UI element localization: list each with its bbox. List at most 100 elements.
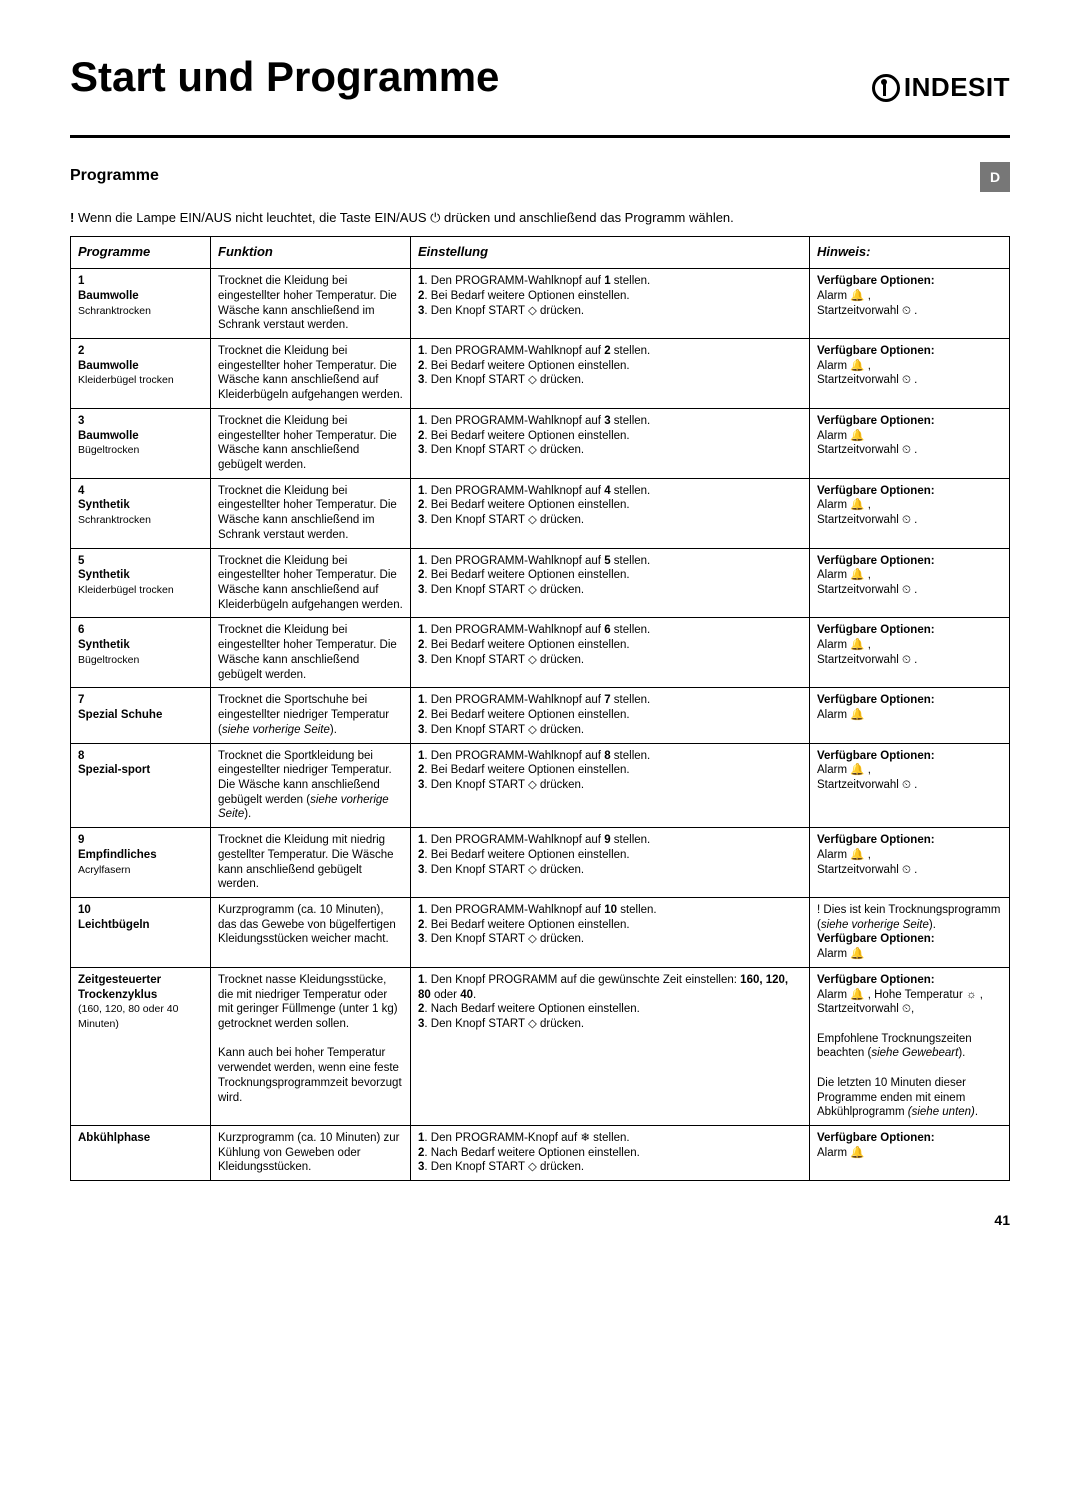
prog-name: Synthetik: [78, 569, 130, 581]
prog-sub: Kleiderbügel trocken: [78, 584, 174, 596]
cell-einstellung: 1. Den PROGRAMM-Wahlknopf auf 8 stellen.…: [411, 743, 810, 828]
cell-programme: 5Synthetik Kleiderbügel trocken: [71, 548, 211, 618]
prog-name: Empfindliches: [78, 849, 157, 861]
prog-number: 1: [78, 274, 203, 289]
prog-number: 4: [78, 484, 203, 499]
col-hinweis: Hinweis:: [810, 237, 1010, 269]
prog-number: 6: [78, 623, 203, 638]
table-row: Zeitgesteuerter Trockenzyklus(160, 120, …: [71, 967, 1010, 1125]
prog-sub: Bügeltrocken: [78, 654, 139, 666]
prog-name: Spezial Schuhe: [78, 709, 162, 721]
cell-hinweis: ! Dies ist kein Trocknungsprogramm (sieh…: [810, 897, 1010, 967]
prog-sub: Bügeltrocken: [78, 444, 139, 456]
cell-einstellung: 1. Den PROGRAMM-Knopf auf ❄ stellen.2. N…: [411, 1126, 810, 1181]
cell-hinweis: Verfügbare Optionen:Alarm 🔔 ,Startzeitvo…: [810, 743, 1010, 828]
cell-funktion: Trocknet die Kleidung bei eingestellter …: [211, 269, 411, 339]
cell-hinweis: Verfügbare Optionen:Alarm 🔔Startzeitvorw…: [810, 408, 1010, 478]
cell-programme: 9Empfindliches Acrylfasern: [71, 828, 211, 898]
table-header-row: Programme Funktion Einstellung Hinweis:: [71, 237, 1010, 269]
table-row: AbkühlphaseKurzprogramm (ca. 10 Minuten)…: [71, 1126, 1010, 1181]
prog-name: Baumwolle: [78, 290, 139, 302]
table-row: 4SynthetikSchranktrockenTrocknet die Kle…: [71, 478, 1010, 548]
intro-text: ! Wenn die Lampe EIN/AUS nicht leuchtet,…: [70, 210, 1010, 227]
prog-name: Synthetik: [78, 499, 130, 511]
cell-einstellung: 1. Den PROGRAMM-Wahlknopf auf 1 stellen.…: [411, 269, 810, 339]
cell-einstellung: 1. Den PROGRAMM-Wahlknopf auf 6 stellen.…: [411, 618, 810, 688]
cell-einstellung: 1. Den PROGRAMM-Wahlknopf auf 5 stellen.…: [411, 548, 810, 618]
prog-sub: Kleiderbügel trocken: [78, 374, 174, 386]
prog-name: Abkühlphase: [78, 1132, 150, 1144]
prog-sub: Schranktrocken: [78, 305, 151, 317]
cell-funktion: Trocknet die Kleidung mit niedrig gestel…: [211, 828, 411, 898]
cell-programme: 2Baumwolle Kleiderbügel trocken: [71, 338, 211, 408]
prog-number: 2: [78, 344, 203, 359]
prog-number: 3: [78, 414, 203, 429]
cell-einstellung: 1. Den PROGRAMM-Wahlknopf auf 4 stellen.…: [411, 478, 810, 548]
cell-hinweis: Verfügbare Optionen:Alarm 🔔: [810, 688, 1010, 743]
cell-funktion: Trocknet die Kleidung bei eingestellter …: [211, 548, 411, 618]
table-row: 8Spezial-sportTrocknet die Sportkleidung…: [71, 743, 1010, 828]
cell-programme: 10Leichtbügeln: [71, 897, 211, 967]
table-row: 3Baumwolle Bügeltrocken Trocknet die Kleid…: [71, 408, 1010, 478]
table-row: 10LeichtbügelnKurzprogramm (ca. 10 Minut…: [71, 897, 1010, 967]
cell-hinweis: Verfügbare Optionen:Alarm 🔔 ,Startzeitvo…: [810, 269, 1010, 339]
horizontal-rule: [70, 135, 1010, 138]
cell-einstellung: 1. Den PROGRAMM-Wahlknopf auf 2 stellen.…: [411, 338, 810, 408]
cell-programme: 1Baumwolle Schranktrocken: [71, 269, 211, 339]
cell-programme: Abkühlphase: [71, 1126, 211, 1181]
table-row: 6Synthetik Bügeltrocken Trocknet die Kleid…: [71, 618, 1010, 688]
page-number: 41: [70, 1211, 1010, 1229]
cell-programme: 4Synthetik Schranktrocken: [71, 478, 211, 548]
cell-programme: 8Spezial-sport: [71, 743, 211, 828]
intro-body: Wenn die Lampe EIN/AUS nicht leuchtet, d…: [78, 210, 734, 225]
cell-einstellung: 1. Den Knopf PROGRAMM auf die gewünschte…: [411, 967, 810, 1125]
page-title: Start und Programme: [70, 50, 499, 105]
prog-sub: (160, 120, 80 oder 40 Minuten): [78, 1003, 178, 1030]
prog-number: 7: [78, 693, 203, 708]
cell-hinweis: Verfügbare Optionen:Alarm 🔔 ,Startzeitvo…: [810, 828, 1010, 898]
prog-name: Baumwolle: [78, 430, 139, 442]
prog-number: 8: [78, 749, 203, 764]
intro-bang: !: [70, 210, 74, 225]
cell-einstellung: 1. Den PROGRAMM-Wahlknopf auf 9 stellen.…: [411, 828, 810, 898]
prog-name: Synthetik: [78, 639, 130, 651]
programme-table: Programme Funktion Einstellung Hinweis: …: [70, 236, 1010, 1181]
table-row: 5Synthetik Kleiderbügel trocken Trocknet d…: [71, 548, 1010, 618]
language-badge: D: [980, 162, 1010, 192]
cell-hinweis: Verfügbare Optionen:Alarm 🔔 ,Startzeitvo…: [810, 548, 1010, 618]
prog-name: Leichtbügeln: [78, 919, 150, 931]
col-funktion: Funktion: [211, 237, 411, 269]
cell-einstellung: 1. Den PROGRAMM-Wahlknopf auf 3 stellen.…: [411, 408, 810, 478]
cell-hinweis: Verfügbare Optionen:Alarm 🔔 , Hohe Tempe…: [810, 967, 1010, 1125]
cell-hinweis: Verfügbare Optionen:Alarm 🔔 ,Startzeitvo…: [810, 338, 1010, 408]
cell-programme: 6Synthetik Bügeltrocken: [71, 618, 211, 688]
prog-number: 10: [78, 903, 203, 918]
prog-sub: Acrylfasern: [78, 864, 131, 876]
cell-programme: Zeitgesteuerter Trockenzyklus(160, 120, …: [71, 967, 211, 1125]
cell-hinweis: Verfügbare Optionen:Alarm 🔔 ,Startzeitvo…: [810, 618, 1010, 688]
cell-funktion: Trocknet die Kleidung bei eingestellter …: [211, 408, 411, 478]
cell-funktion: Trocknet die Sportkleidung bei eingestel…: [211, 743, 411, 828]
col-programme: Programme: [71, 237, 211, 269]
cell-einstellung: 1. Den PROGRAMM-Wahlknopf auf 10 stellen…: [411, 897, 810, 967]
cell-programme: 3Baumwolle Bügeltrocken: [71, 408, 211, 478]
cell-einstellung: 1. Den PROGRAMM-Wahlknopf auf 7 stellen.…: [411, 688, 810, 743]
cell-funktion: Trocknet die Sportschuhe bei eingestellt…: [211, 688, 411, 743]
cell-funktion: Trocknet nasse Kleidungsstücke, die mit …: [211, 967, 411, 1125]
table-row: 9Empfindliches Acrylfasern Trocknet die Kl…: [71, 828, 1010, 898]
prog-sub: Schranktrocken: [78, 514, 151, 526]
prog-name: Spezial-sport: [78, 764, 150, 776]
cell-funktion: Trocknet die Kleidung bei eingestellter …: [211, 338, 411, 408]
cell-funktion: Trocknet die Kleidung bei eingestellter …: [211, 618, 411, 688]
prog-name: Zeitgesteuerter Trockenzyklus: [78, 974, 161, 1001]
col-einstellung: Einstellung: [411, 237, 810, 269]
prog-name: Baumwolle: [78, 360, 139, 372]
cell-hinweis: Verfügbare Optionen:Alarm 🔔: [810, 1126, 1010, 1181]
section-heading: Programme: [70, 166, 159, 187]
prog-number: 5: [78, 554, 203, 569]
table-row: 2Baumwolle Kleiderbügel trocken Trocknet d…: [71, 338, 1010, 408]
table-row: 1Baumwolle Schranktrocken Trocknet die Kle…: [71, 269, 1010, 339]
brand-logo: INDESIT: [872, 71, 1010, 105]
prog-number: 9: [78, 833, 203, 848]
cell-hinweis: Verfügbare Optionen:Alarm 🔔 ,Startzeitvo…: [810, 478, 1010, 548]
